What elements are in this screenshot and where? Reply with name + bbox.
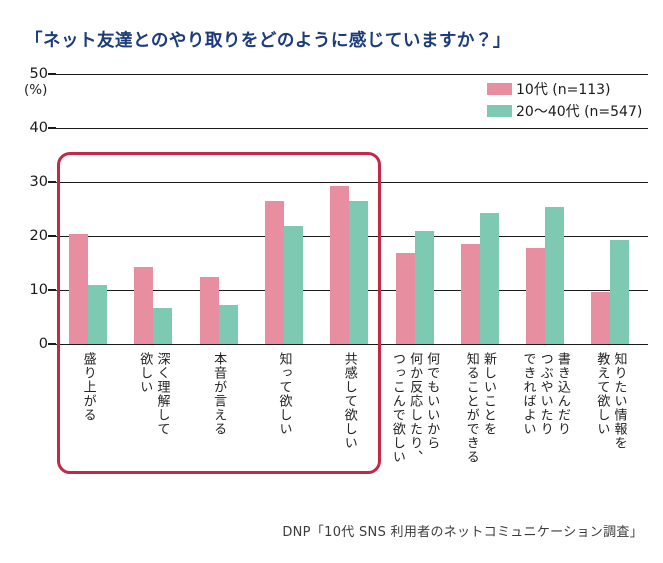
bar-teens-1 [69, 233, 88, 344]
source-credit: DNP「10代 SNS 利用者のネットコミュニケーション調査」 [282, 525, 643, 540]
bar-adults-7 [479, 212, 499, 344]
legend-item-adults: 20～40代 (n=547) [487, 100, 642, 122]
legend-label: 20～40代 (n=547) [516, 104, 643, 120]
bar-teens-7 [460, 243, 480, 344]
y-axis-tick-50 [48, 73, 56, 75]
y-axis-tick-10 [48, 289, 56, 291]
bar-adults-6 [414, 230, 434, 344]
bar-adults-4 [283, 225, 303, 344]
y-axis-label-30: 30 [29, 174, 48, 190]
bar-teens-4 [264, 200, 284, 344]
bar-adults-1 [88, 284, 107, 344]
legend-item-teens: 10代 (n=113) [487, 78, 642, 100]
y-axis-label-0: 0 [38, 336, 48, 352]
bar-adults-3 [218, 304, 238, 344]
x-axis-label-9: 知りたい情報を 教えて欲しい [594, 352, 627, 450]
x-axis-label-4: 知って欲しい [276, 352, 292, 436]
y-axis-label-20: 20 [29, 228, 48, 244]
gridline-0 [55, 343, 648, 345]
y-axis-label-40: 40 [29, 120, 48, 136]
y-axis-tick-40 [48, 127, 56, 129]
x-axis-label-3: 本音が言える [211, 352, 227, 436]
bar-teens-8 [526, 248, 546, 344]
bar-teens-9 [591, 291, 611, 344]
bar-teens-6 [395, 253, 415, 344]
bar-adults-2 [153, 308, 173, 344]
x-axis-label-1: 盛り上がる [80, 352, 96, 422]
y-axis-unit-label: (%) [24, 82, 48, 98]
y-axis-tick-0 [48, 343, 56, 345]
x-axis-label-7: 新しいことを 知ることができる [463, 352, 496, 464]
legend: 10代 (n=113) 20～40代 (n=547) [487, 78, 642, 122]
bar-teens-3 [199, 277, 219, 344]
x-axis-label-5: 共感して欲しい [341, 352, 357, 450]
y-axis-label-10: 10 [29, 282, 48, 298]
x-axis-label-6: 何でもいいから 何か反応したり、 つっこんで欲しい [389, 352, 440, 464]
x-axis-label-8: 書き込んだり つぶやいたり できればよい [520, 352, 570, 436]
y-axis-tick-30 [48, 181, 56, 183]
bar-teens-2 [134, 267, 154, 344]
bar-adults-5 [349, 200, 369, 344]
gridline-40 [55, 127, 648, 129]
bar-adults-8 [545, 206, 565, 344]
bar-teens-5 [330, 186, 350, 344]
legend-swatch-teal [487, 105, 512, 117]
y-axis-tick-20 [48, 235, 56, 237]
gridline-50 [55, 73, 648, 75]
x-axis-label-2: 深く理解して 欲しい [137, 352, 170, 436]
legend-label: 10代 (n=113) [516, 82, 611, 98]
gridline-30 [55, 181, 648, 183]
y-axis-label-50: 50 [29, 66, 48, 82]
bar-adults-9 [610, 240, 630, 344]
legend-swatch-pink [487, 83, 512, 95]
chart-title: 「ネット友達とのやり取りをどのように感じていますか？」 [25, 31, 511, 51]
